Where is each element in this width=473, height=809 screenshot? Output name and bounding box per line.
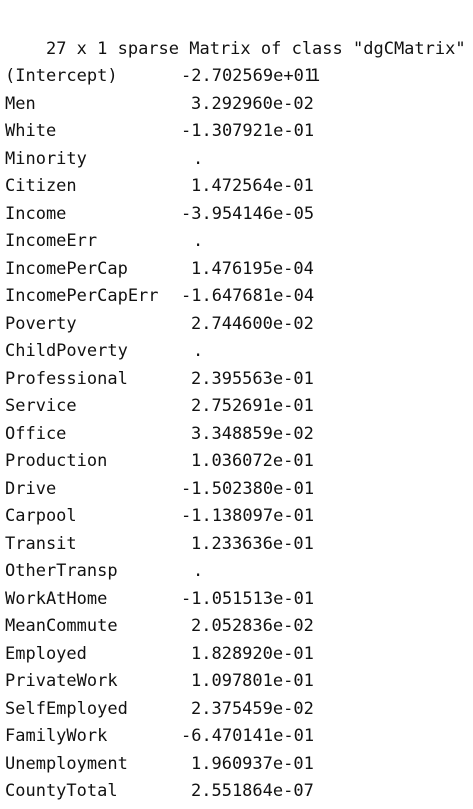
row-value: -1.502380e-01 — [181, 478, 315, 499]
matrix-row: Poverty 2.744600e-02 — [5, 311, 470, 339]
matrix-row: FamilyWork -6.470141e-01 — [5, 723, 470, 751]
row-name: WorkAtHome — [5, 588, 108, 609]
row-value: 1.960937e-01 — [191, 753, 314, 774]
row-name: (Intercept) — [5, 66, 118, 86]
row-value: 2.752691e-01 — [191, 396, 314, 416]
row-name: MeanCommute — [5, 616, 118, 636]
row-value: 2.551864e-07 — [191, 781, 314, 801]
matrix-row: Transit 1.233636e-01 — [5, 531, 470, 559]
row-value: 2.375459e-02 — [191, 698, 314, 719]
row-name: IncomePerCapErr — [5, 286, 159, 306]
matrix-row: Income -3.954146e-05 — [5, 201, 470, 229]
matrix-row: ChildPoverty. — [5, 338, 470, 366]
row-name: Poverty — [5, 313, 77, 334]
row-name: Carpool — [5, 506, 77, 526]
console-output: 27 x 1 sparse Matrix of class "dgCMatrix… — [5, 9, 470, 806]
matrix-row: CountyTotal 2.551864e-07 — [5, 778, 470, 806]
row-value: -1.051513e-01 — [181, 588, 315, 609]
row-name: Professional — [5, 368, 128, 389]
row-value: 2.395563e-01 — [191, 368, 314, 389]
row-value: 1.472564e-01 — [191, 176, 314, 196]
row-value: . — [193, 561, 204, 581]
row-name: Drive — [5, 478, 57, 499]
row-value: -1.138097e-01 — [181, 506, 315, 526]
row-name: OtherTransp — [5, 561, 118, 581]
row-value: 1.036072e-01 — [191, 451, 314, 471]
row-name: IncomeErr — [5, 231, 98, 251]
row-name: Citizen — [5, 176, 77, 196]
row-name: Men — [5, 93, 36, 114]
row-value: -1.647681e-04 — [181, 286, 315, 306]
matrix-row: MeanCommute 2.052836e-02 — [5, 613, 470, 641]
matrix-row: (Intercept) -2.702569e+01 — [5, 63, 470, 91]
row-name: Service — [5, 396, 77, 416]
row-name: Transit — [5, 533, 77, 554]
row-name: Unemployment — [5, 753, 128, 774]
matrix-row: Office 3.348859e-02 — [5, 421, 470, 449]
row-value: 2.744600e-02 — [191, 313, 314, 334]
row-value: . — [193, 231, 204, 251]
matrix-header: 27 x 1 sparse Matrix of class "dgCMatrix… — [5, 9, 470, 59]
matrix-row: White -1.307921e-01 — [5, 118, 470, 146]
matrix-row: Service 2.752691e-01 — [5, 393, 470, 421]
row-name: Income — [5, 203, 67, 224]
row-name: White — [5, 121, 57, 141]
row-value: 1.476195e-04 — [191, 258, 314, 279]
row-value: -3.954146e-05 — [181, 203, 315, 224]
row-value: -1.307921e-01 — [181, 121, 315, 141]
row-value: 2.052836e-02 — [191, 616, 314, 636]
matrix-row: Employed 1.828920e-01 — [5, 641, 470, 669]
row-name: PrivateWork — [5, 671, 118, 691]
row-name: Production — [5, 451, 108, 471]
row-value: 1.097801e-01 — [191, 671, 314, 691]
matrix-row: Professional 2.395563e-01 — [5, 366, 470, 394]
row-name: Office — [5, 423, 67, 444]
row-name: Minority — [5, 148, 87, 169]
row-value: 1.233636e-01 — [191, 533, 314, 554]
row-value: . — [193, 341, 204, 361]
row-value: -6.470141e-01 — [181, 726, 315, 746]
matrix-rows: (Intercept) -2.702569e+01 Men 3.292960e-02 W… — [5, 63, 470, 806]
row-value: 3.292960e-02 — [191, 93, 314, 114]
matrix-row: Production 1.036072e-01 — [5, 448, 470, 476]
row-name: IncomePerCap — [5, 258, 128, 279]
row-value: . — [193, 148, 204, 169]
matrix-row: PrivateWork 1.097801e-01 — [5, 668, 470, 696]
matrix-row: Citizen 1.472564e-01 — [5, 173, 470, 201]
matrix-row: IncomePerCap 1.476195e-04 — [5, 256, 470, 284]
matrix-row: SelfEmployed 2.375459e-02 — [5, 696, 470, 724]
row-name: CountyTotal — [5, 781, 118, 801]
matrix-row: Unemployment 1.960937e-01 — [5, 751, 470, 779]
column-label: 1 — [310, 66, 321, 86]
row-name: Employed — [5, 643, 87, 664]
matrix-row: Minority. — [5, 146, 470, 174]
matrix-row: WorkAtHome -1.051513e-01 — [5, 586, 470, 614]
matrix-row: Carpool -1.138097e-01 — [5, 503, 470, 531]
matrix-row: Drive -1.502380e-01 — [5, 476, 470, 504]
matrix-class-text: 27 x 1 sparse Matrix of class "dgCMatrix… — [45, 39, 466, 59]
matrix-row: OtherTransp. — [5, 558, 470, 586]
row-name: ChildPoverty — [5, 341, 128, 361]
matrix-row: Men 3.292960e-02 — [5, 91, 470, 119]
matrix-column-header: 1 — [5, 36, 470, 86]
matrix-row: IncomeErr. — [5, 228, 470, 256]
matrix-row: IncomePerCapErr -1.647681e-04 — [5, 283, 470, 311]
row-name: FamilyWork — [5, 726, 108, 746]
row-value: 3.348859e-02 — [191, 423, 314, 444]
row-name: SelfEmployed — [5, 698, 128, 719]
row-value: -2.702569e+01 — [181, 66, 315, 86]
row-value: 1.828920e-01 — [191, 643, 314, 664]
